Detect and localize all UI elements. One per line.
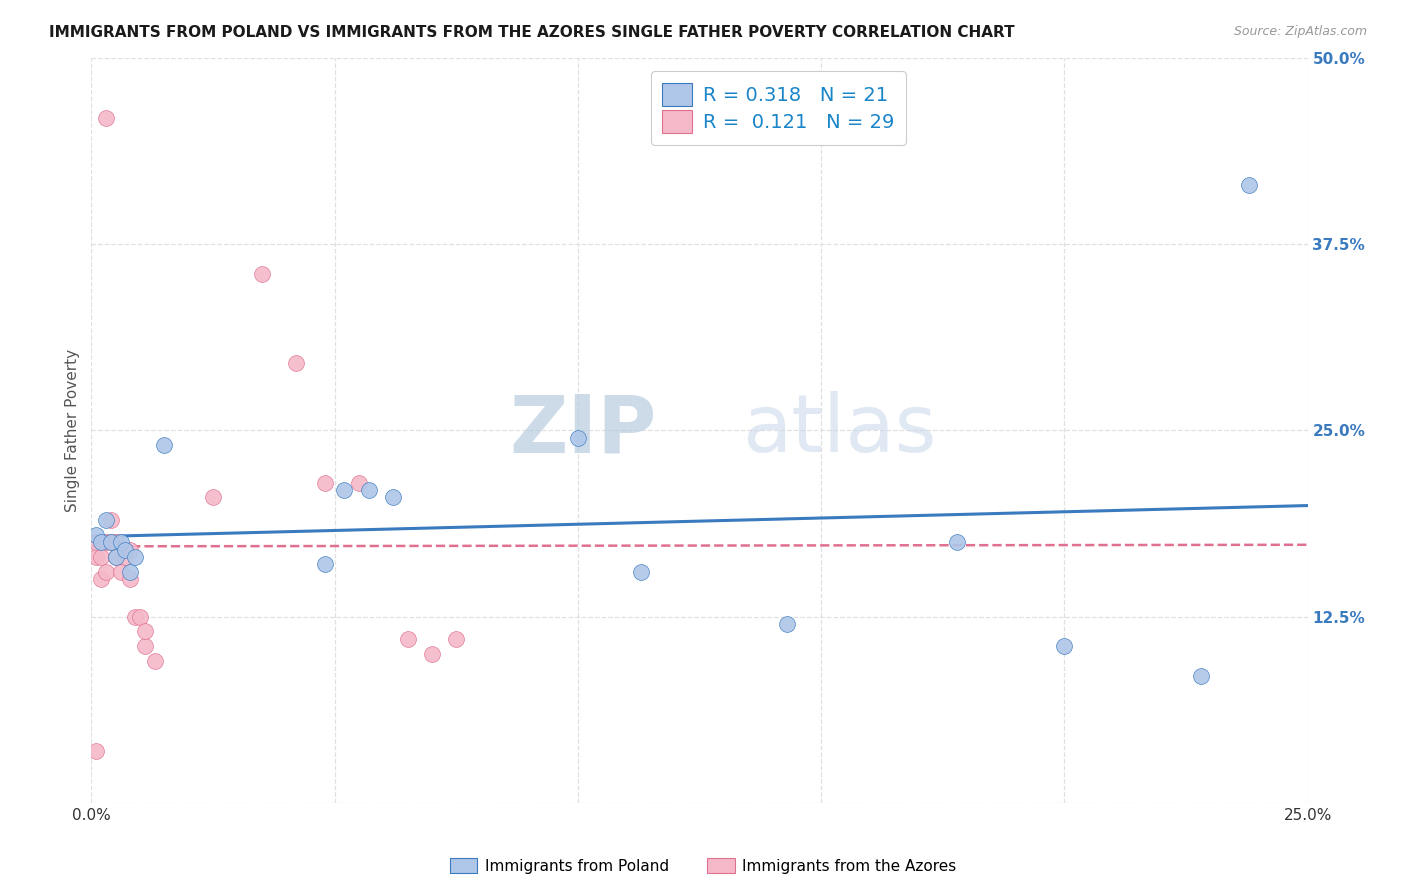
Y-axis label: Single Father Poverty: Single Father Poverty	[65, 349, 80, 512]
Text: ZIP: ZIP	[509, 392, 657, 469]
Point	[94, 111, 117, 125]
Point	[333, 483, 356, 497]
Point	[134, 640, 156, 654]
Point	[124, 609, 146, 624]
Point	[84, 549, 107, 564]
Point	[94, 513, 117, 527]
Point	[134, 624, 156, 639]
Point	[314, 475, 336, 490]
Point	[202, 491, 225, 505]
Point	[444, 632, 467, 646]
Point	[1053, 640, 1076, 654]
Point	[129, 609, 152, 624]
Point	[120, 542, 142, 557]
Point	[314, 558, 336, 572]
Legend: Immigrants from Poland, Immigrants from the Azores: Immigrants from Poland, Immigrants from …	[443, 852, 963, 880]
Point	[104, 535, 127, 549]
Point	[1189, 669, 1212, 683]
Point	[1237, 178, 1260, 192]
Point	[382, 491, 405, 505]
Point	[143, 654, 166, 668]
Point	[90, 549, 112, 564]
Point	[84, 535, 107, 549]
Point	[104, 549, 127, 564]
Point	[90, 535, 112, 549]
Point	[100, 535, 122, 549]
Text: IMMIGRANTS FROM POLAND VS IMMIGRANTS FROM THE AZORES SINGLE FATHER POVERTY CORRE: IMMIGRANTS FROM POLAND VS IMMIGRANTS FRO…	[49, 25, 1015, 40]
Point	[94, 565, 117, 579]
Point	[94, 535, 117, 549]
Point	[630, 565, 652, 579]
Point	[110, 535, 132, 549]
Point	[84, 527, 107, 541]
Point	[110, 565, 132, 579]
Point	[396, 632, 419, 646]
Text: Source: ZipAtlas.com: Source: ZipAtlas.com	[1233, 25, 1367, 38]
Point	[347, 475, 370, 490]
Point	[114, 549, 136, 564]
Point	[104, 549, 127, 564]
Point	[250, 267, 273, 281]
Point	[120, 573, 142, 587]
Point	[946, 535, 969, 549]
Legend: R = 0.318   N = 21, R =  0.121   N = 29: R = 0.318 N = 21, R = 0.121 N = 29	[651, 71, 907, 145]
Point	[90, 573, 112, 587]
Point	[84, 744, 107, 758]
Point	[114, 542, 136, 557]
Point	[776, 617, 799, 632]
Point	[284, 356, 307, 370]
Point	[120, 565, 142, 579]
Point	[567, 431, 589, 445]
Point	[357, 483, 380, 497]
Point	[100, 513, 122, 527]
Point	[124, 549, 146, 564]
Point	[420, 647, 443, 661]
Point	[153, 438, 176, 452]
Point	[100, 535, 122, 549]
Text: atlas: atlas	[742, 392, 936, 469]
